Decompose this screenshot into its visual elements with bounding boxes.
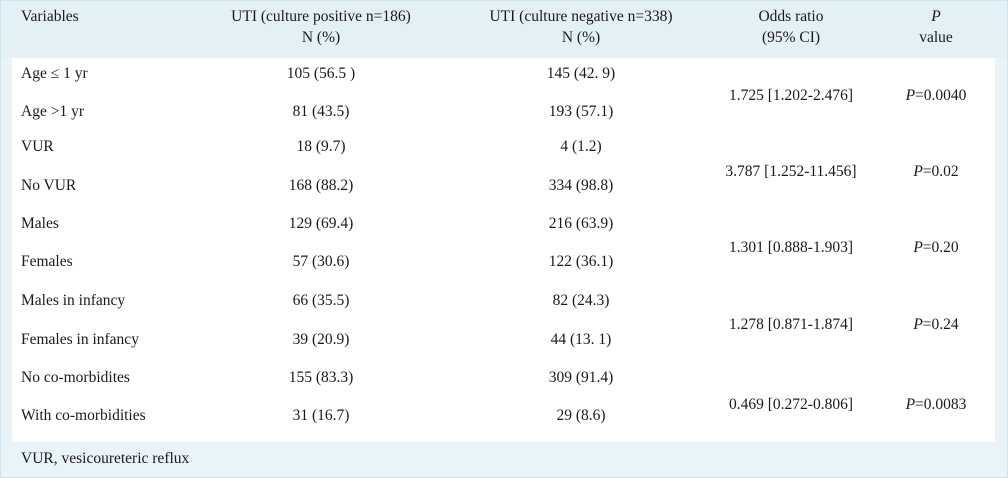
p-letter: P [913, 239, 923, 256]
cell-culture-positive: 81 (43.5) [292, 103, 350, 120]
cell-culture-negative: 122 (36.1) [548, 253, 614, 270]
cell-variable: With co-morbidities [21, 407, 146, 424]
cell-variable: No co-morbidites [21, 369, 130, 386]
cell-variable: Females [21, 253, 73, 270]
cell-variable: VUR [21, 138, 54, 155]
header-variables: Variables [21, 8, 79, 25]
cell-culture-negative: 334 (98.8) [548, 177, 614, 194]
cell-culture-negative: 44 (13. 1) [550, 331, 612, 348]
cell-p-value: P=0.24 [881, 314, 991, 336]
p-number: =0.0040 [915, 87, 967, 104]
cell-culture-positive: 31 (16.7) [292, 407, 350, 424]
header-odds-ratio-ci: (95% CI) [761, 29, 821, 46]
cell-culture-positive: 168 (88.2) [288, 177, 354, 194]
p-letter: P [905, 396, 916, 413]
table-footnote: VUR, vesicoureteric reflux [21, 450, 190, 467]
cell-culture-positive: 39 (20.9) [292, 331, 350, 348]
cell-odds-ratio: 1.725 [1.202-2.476] [729, 87, 853, 104]
header-p: P [931, 8, 941, 25]
table-body [12, 58, 995, 442]
cell-culture-positive: 66 (35.5) [292, 292, 350, 309]
p-number: =0.0083 [915, 396, 967, 413]
cell-variable: Males in infancy [21, 292, 126, 309]
cell-culture-positive: 57 (30.6) [292, 253, 350, 270]
header-culture-positive: UTI (culture positive n=186) [231, 8, 411, 25]
cell-culture-negative: 193 (57.1) [548, 103, 614, 120]
cell-variable: Females in infancy [21, 331, 139, 348]
header-culture-negative: UTI (culture negative n=338) [489, 8, 673, 25]
p-number: =0.02 [922, 163, 959, 180]
cell-odds-ratio: 1.278 [0.871-1.874] [729, 316, 853, 333]
header-culture-negative-unit: N (%) [561, 29, 601, 46]
cell-variable: Age ≤ 1 yr [21, 65, 88, 82]
header-odds-ratio: Odds ratio [758, 8, 824, 25]
header-culture-positive-unit: N (%) [301, 29, 341, 46]
table-header: Variables UTI (culture positive n=186) N… [1, 1, 1007, 58]
cell-odds-ratio: 3.787 [1.252-11.456] [725, 163, 857, 180]
p-letter: P [913, 316, 923, 333]
cell-culture-positive: 155 (83.3) [288, 369, 354, 386]
p-number: =0.20 [922, 239, 959, 256]
p-letter: P [905, 87, 916, 104]
cell-p-value: P=0.02 [881, 161, 991, 183]
cell-p-value: P=0.0083 [881, 394, 991, 416]
cell-culture-negative: 4 (1.2) [560, 138, 602, 155]
cell-odds-ratio: 1.301 [0.888-1.903] [729, 239, 853, 256]
cell-culture-negative: 309 (91.4) [548, 369, 614, 386]
cell-culture-positive: 129 (69.4) [288, 215, 354, 232]
cell-culture-negative: 82 (24.3) [552, 292, 610, 309]
header-p-value: value [919, 29, 953, 46]
cell-variable: Age >1 yr [21, 103, 84, 120]
cell-odds-ratio: 0.469 [0.272-0.806] [729, 396, 853, 413]
cell-culture-negative: 29 (8.6) [556, 407, 606, 424]
cell-culture-negative: 216 (63.9) [548, 215, 614, 232]
cell-culture-positive: 105 (56.5 ) [286, 65, 356, 82]
cell-p-value: P=0.0040 [881, 85, 991, 107]
cell-p-value: P=0.20 [881, 237, 991, 259]
cell-culture-negative: 145 (42. 9) [546, 65, 616, 82]
p-letter: P [913, 163, 923, 180]
p-number: =0.24 [922, 316, 959, 333]
cell-culture-positive: 18 (9.7) [296, 138, 346, 155]
cell-variable: No VUR [21, 177, 77, 194]
cell-variable: Males [21, 215, 59, 232]
